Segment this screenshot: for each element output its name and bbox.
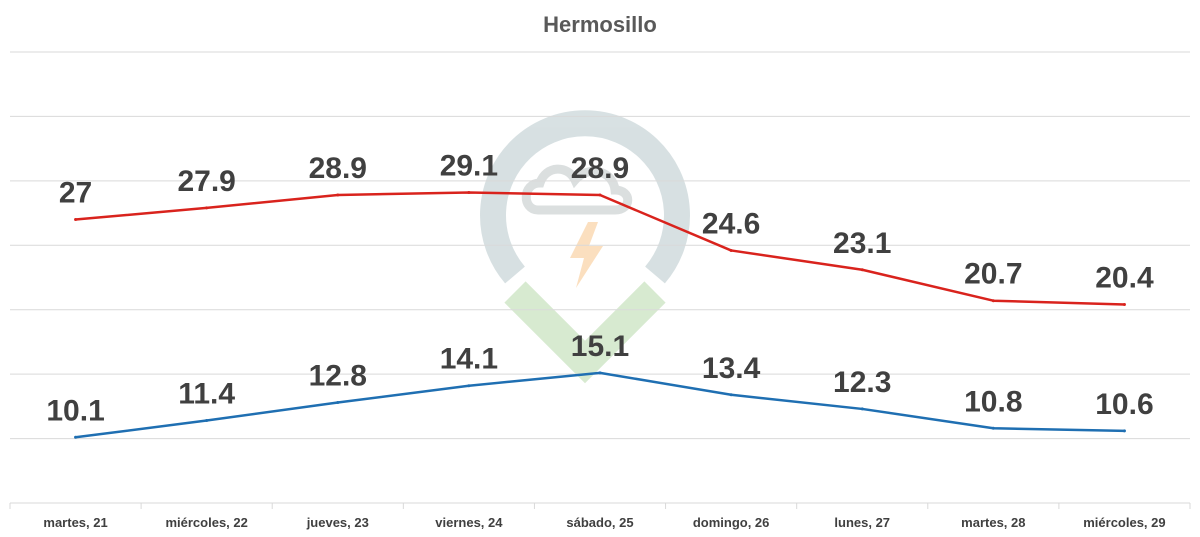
data-label: 11.4 bbox=[178, 378, 235, 411]
data-point bbox=[860, 407, 864, 411]
data-point bbox=[860, 268, 864, 272]
data-label: 27.9 bbox=[177, 165, 235, 198]
logo-icon bbox=[480, 110, 690, 384]
data-label: 20.7 bbox=[964, 258, 1022, 291]
data-label: 10.8 bbox=[964, 385, 1022, 418]
x-tick-label: martes, 28 bbox=[961, 515, 1025, 530]
data-point bbox=[336, 400, 340, 404]
x-tick-label: lunes, 27 bbox=[834, 515, 890, 530]
data-point bbox=[729, 393, 733, 397]
x-tick-label: jueves, 23 bbox=[306, 515, 369, 530]
data-point bbox=[74, 218, 78, 222]
data-label: 28.9 bbox=[309, 152, 367, 185]
data-point bbox=[991, 426, 995, 430]
data-label: 28.9 bbox=[571, 152, 629, 185]
x-tick-label: miércoles, 22 bbox=[165, 515, 247, 530]
chart-title: Hermosillo bbox=[543, 12, 657, 37]
data-point bbox=[598, 371, 602, 375]
data-label: 27 bbox=[59, 177, 92, 210]
data-label: 23.1 bbox=[833, 227, 891, 260]
data-point bbox=[74, 435, 78, 439]
data-label: 15.1 bbox=[571, 330, 629, 363]
x-tick-label: viernes, 24 bbox=[435, 515, 503, 530]
data-point bbox=[729, 248, 733, 252]
x-tick-label: martes, 21 bbox=[43, 515, 107, 530]
data-label: 20.4 bbox=[1095, 262, 1154, 295]
data-label: 14.1 bbox=[440, 343, 498, 376]
x-tick-label: sábado, 25 bbox=[566, 515, 633, 530]
x-tick-label: domingo, 26 bbox=[693, 515, 770, 530]
data-label: 29.1 bbox=[440, 149, 498, 182]
data-label: 24.6 bbox=[702, 207, 760, 240]
data-label: 10.6 bbox=[1095, 388, 1153, 421]
data-label: 13.4 bbox=[702, 352, 761, 385]
data-point bbox=[205, 206, 209, 210]
data-label: 10.1 bbox=[46, 394, 104, 427]
data-label: 12.3 bbox=[833, 366, 891, 399]
data-point bbox=[1122, 303, 1126, 307]
data-point bbox=[598, 193, 602, 197]
data-point bbox=[467, 384, 471, 388]
data-point bbox=[205, 419, 209, 423]
data-point bbox=[467, 190, 471, 194]
x-tick-label: miércoles, 29 bbox=[1083, 515, 1165, 530]
data-point bbox=[1122, 429, 1126, 433]
data-point bbox=[336, 193, 340, 197]
data-label: 12.8 bbox=[309, 359, 367, 392]
data-point bbox=[991, 299, 995, 303]
